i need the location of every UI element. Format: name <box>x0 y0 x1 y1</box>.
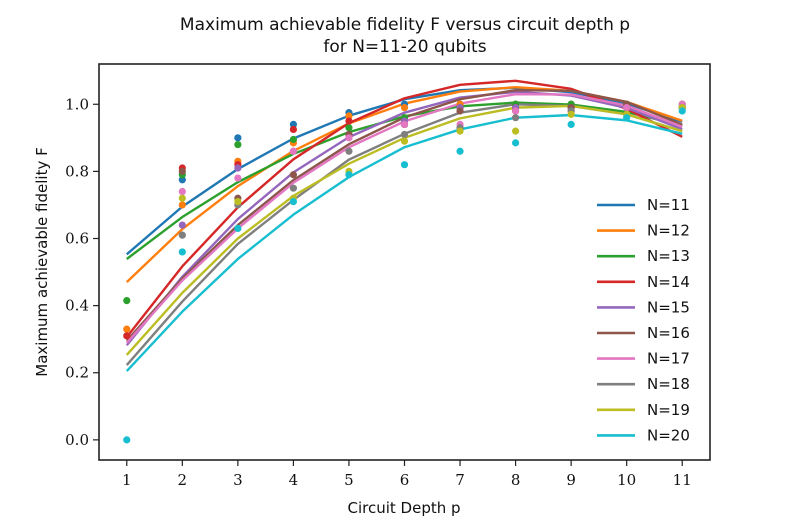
legend-label: N=11 <box>647 196 690 214</box>
legend-label: N=15 <box>647 298 690 316</box>
x-tick-label: 7 <box>455 471 465 489</box>
data-point-n-20 <box>567 120 575 129</box>
legend: N=11 N=12 N=13 N=14 N=15 N=16 N=17 N=18 N=19 N=20 <box>597 196 690 444</box>
data-point-n-20 <box>345 171 353 179</box>
legend-label: N=19 <box>647 401 690 419</box>
y-axis-label: Maximum achievable fidelity F <box>33 147 51 376</box>
y-tick-label: 0.0 <box>65 431 89 449</box>
y-axis-ticks: 0.0 0.2 0.4 0.6 0.8 1.0 <box>65 95 99 449</box>
legend-label: N=12 <box>647 222 690 240</box>
x-axis-ticks: 1 2 3 4 5 6 7 8 9 10 11 <box>122 460 692 489</box>
data-point-n-19 <box>567 110 575 118</box>
data-point-n-18 <box>178 231 186 239</box>
legend-label: N=20 <box>647 426 690 444</box>
data-point-n-20 <box>511 139 520 147</box>
data-point-n-14 <box>345 117 353 125</box>
x-tick-label: 4 <box>289 471 299 489</box>
data-point-n-16 <box>289 171 298 179</box>
data-point-n-20 <box>456 147 464 155</box>
series-line-n-15 <box>125 90 683 346</box>
x-tick-label: 11 <box>673 471 692 489</box>
data-point-n-20 <box>623 114 631 122</box>
legend-label: N=17 <box>647 350 690 368</box>
data-point-n-12 <box>345 112 353 120</box>
data-point-n-11 <box>289 120 298 129</box>
data-point-n-13 <box>123 296 131 305</box>
plot-area <box>123 79 686 444</box>
data-point-n-16 <box>456 107 464 115</box>
chart-title-line1: Maximum achievable fidelity F versus cir… <box>180 15 630 35</box>
y-tick-label: 0.8 <box>65 162 89 180</box>
x-tick-label: 8 <box>511 471 521 489</box>
x-tick-label: 9 <box>566 471 576 489</box>
data-point-n-18 <box>289 184 298 192</box>
x-tick-label: 3 <box>233 471 243 489</box>
data-point-n-20 <box>400 161 409 169</box>
data-point-n-13 <box>345 124 353 132</box>
series-line-n-20 <box>125 113 683 372</box>
legend-label: N=14 <box>647 273 690 291</box>
data-point-n-20 <box>289 197 298 206</box>
data-point-n-19 <box>456 127 464 135</box>
x-tick-label: 2 <box>178 471 188 489</box>
y-tick-label: 0.4 <box>65 297 89 315</box>
data-point-n-19 <box>234 197 242 206</box>
data-point-n-15 <box>178 221 186 229</box>
data-point-n-14 <box>289 125 298 134</box>
data-point-n-13 <box>234 140 242 149</box>
data-point-n-17 <box>178 187 186 196</box>
data-point-n-15 <box>234 164 242 172</box>
y-tick-label: 1.0 <box>65 95 89 113</box>
data-point-n-18 <box>345 147 353 155</box>
x-tick-label: 10 <box>617 471 636 489</box>
y-tick-label: 0.2 <box>65 364 89 382</box>
data-point-n-20 <box>178 248 186 256</box>
data-point-n-18 <box>511 114 520 122</box>
data-point-n-17 <box>400 120 409 129</box>
data-point-n-20 <box>678 107 686 115</box>
x-tick-label: 5 <box>344 471 354 489</box>
data-point-n-12 <box>400 104 409 112</box>
y-tick-label: 0.6 <box>65 230 89 248</box>
x-tick-label: 1 <box>122 471 132 489</box>
data-point-n-17 <box>511 107 520 115</box>
data-point-n-12 <box>178 201 186 209</box>
data-point-n-19 <box>400 137 409 145</box>
data-point-n-11 <box>178 176 186 184</box>
x-tick-label: 6 <box>400 471 410 489</box>
data-point-n-20 <box>123 436 131 444</box>
data-point-n-17 <box>289 147 298 155</box>
data-point-n-11 <box>234 134 242 142</box>
data-point-n-19 <box>511 127 520 135</box>
data-point-n-14 <box>123 332 131 340</box>
data-point-n-17 <box>234 174 242 182</box>
data-point-n-12 <box>123 325 131 333</box>
data-point-n-18 <box>400 130 409 139</box>
data-point-n-19 <box>178 194 186 202</box>
legend-label: N=18 <box>647 375 690 393</box>
legend-label: N=16 <box>647 324 690 342</box>
chart-title-line2: for N=11-20 qubits <box>323 37 486 57</box>
data-point-n-17 <box>623 104 631 112</box>
data-point-n-20 <box>234 224 242 233</box>
legend-label: N=13 <box>647 247 690 265</box>
data-point-n-13 <box>289 135 298 144</box>
data-point-n-17 <box>345 134 353 142</box>
x-axis-label: Circuit Depth p <box>347 499 460 517</box>
data-point-n-16 <box>178 167 186 175</box>
